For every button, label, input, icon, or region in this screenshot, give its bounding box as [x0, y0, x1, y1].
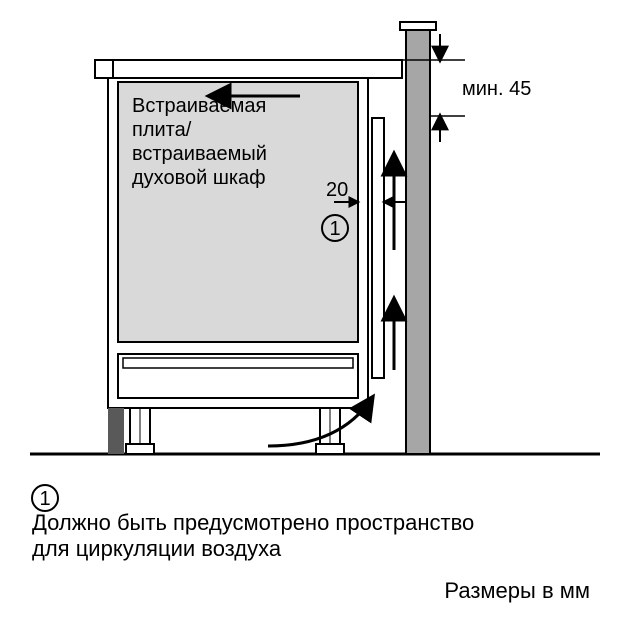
oven-label-3: встраиваемый — [132, 143, 267, 165]
wall-cap — [400, 22, 436, 30]
countertop-edge — [95, 60, 113, 78]
foot-left-base — [126, 444, 154, 454]
units-label: Размеры в мм — [444, 578, 590, 603]
footnote-line2: для циркуляции воздуха — [32, 536, 282, 561]
vent-slot — [372, 118, 384, 378]
wall — [406, 30, 430, 454]
drawer-front — [123, 358, 353, 368]
oven-label-2: плита/ — [132, 119, 192, 141]
foot-left-dark — [108, 408, 124, 454]
oven-label-1: Встраиваемая — [132, 95, 266, 117]
label-20: 20 — [326, 179, 348, 201]
footnote-circle-text: 1 — [39, 488, 50, 510]
oven-label-4: духовой шкаф — [132, 167, 266, 189]
installation-diagram: мин. 45 Встраиваемая плита/ встраиваемый… — [0, 0, 618, 618]
ref-circle-1-text: 1 — [329, 218, 340, 240]
footnote-line1: Должно быть предусмотрено пространство — [32, 510, 474, 535]
label-min45: мин. 45 — [462, 78, 531, 100]
foot-right-base — [316, 444, 344, 454]
countertop — [95, 60, 402, 78]
